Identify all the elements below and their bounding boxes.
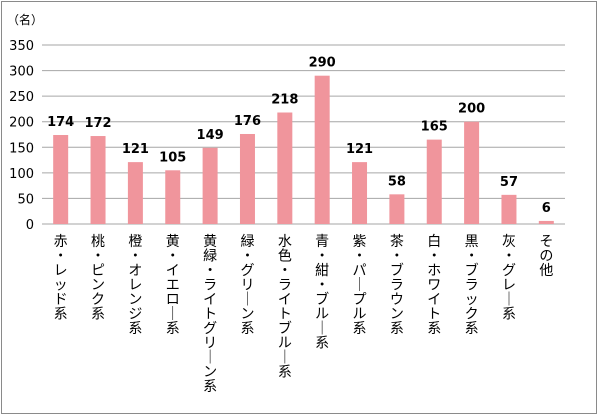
y-tick-label: 250 bbox=[9, 90, 34, 105]
bar bbox=[352, 162, 368, 224]
y-unit-label: （名） bbox=[7, 12, 43, 27]
y-tick-label: 200 bbox=[9, 116, 34, 131]
bar bbox=[127, 162, 143, 224]
data-label: 121 bbox=[122, 142, 149, 157]
y-tick-label: 300 bbox=[9, 65, 34, 80]
bar bbox=[239, 133, 255, 224]
category-label: 緑・グリ｜ン系 bbox=[240, 234, 254, 337]
category-label: 白・ホワイト系 bbox=[427, 234, 441, 337]
data-label: 218 bbox=[271, 93, 298, 108]
data-label: 121 bbox=[346, 142, 373, 157]
bar bbox=[277, 112, 293, 224]
data-label: 165 bbox=[421, 120, 448, 135]
data-label: 200 bbox=[458, 102, 485, 117]
data-label: 172 bbox=[84, 116, 111, 131]
y-tick-label: 150 bbox=[9, 141, 34, 156]
y-tick-label: 100 bbox=[9, 167, 34, 182]
bar bbox=[165, 170, 181, 224]
category-label: 赤・レッド系 bbox=[54, 234, 68, 323]
category-labels: 赤・レッド系 桃・ピンク系 橙・オレンジ系 黄・イエロ｜系 黄緑・ライトグリ｜ン系 緑・グ… bbox=[54, 233, 554, 395]
data-label: 6 bbox=[542, 201, 551, 216]
category-label: その他 bbox=[539, 234, 553, 279]
data-label: 176 bbox=[234, 114, 261, 129]
data-label: 105 bbox=[159, 150, 186, 165]
gridlines bbox=[42, 44, 565, 225]
y-axis-ticks: 0 50 100 150 200 250 300 350 bbox=[9, 39, 34, 233]
bar bbox=[202, 147, 218, 224]
bars bbox=[53, 75, 554, 224]
category-label: 橙・オレンジ系 bbox=[128, 234, 142, 337]
category-label: 茶・ブラウン系 bbox=[390, 234, 404, 337]
bar bbox=[53, 135, 69, 224]
bar bbox=[314, 75, 330, 224]
y-tick-label: 50 bbox=[17, 192, 34, 207]
data-label: 290 bbox=[309, 56, 336, 71]
category-label: 黄・イエロ｜系 bbox=[166, 233, 180, 337]
category-label: 紫・パ｜プル系 bbox=[353, 234, 367, 337]
bar bbox=[538, 220, 554, 224]
data-label: 58 bbox=[388, 174, 406, 189]
data-label: 57 bbox=[500, 175, 518, 190]
data-labels: 174 172 121 105 149 176 218 290 121 58 165 200 57 6 bbox=[47, 56, 551, 216]
category-label: 黒・ブラック系 bbox=[465, 234, 479, 337]
category-label: 水色・ライトブル｜系 bbox=[278, 234, 292, 381]
data-label: 149 bbox=[197, 128, 224, 143]
category-label: 青・紺・ブル｜系 bbox=[315, 234, 329, 352]
bar bbox=[464, 121, 480, 224]
bar bbox=[501, 194, 517, 224]
category-label: 灰・グレ｜系 bbox=[502, 234, 516, 323]
bar bbox=[389, 194, 405, 224]
y-tick-label: 0 bbox=[26, 218, 34, 233]
category-label: 黄緑・ライトグリ｜ン系 bbox=[203, 233, 217, 395]
bar bbox=[426, 139, 442, 224]
category-label: 桃・ピンク系 bbox=[91, 234, 105, 323]
bar bbox=[90, 136, 106, 224]
y-tick-label: 350 bbox=[9, 39, 34, 54]
data-label: 174 bbox=[47, 115, 74, 130]
